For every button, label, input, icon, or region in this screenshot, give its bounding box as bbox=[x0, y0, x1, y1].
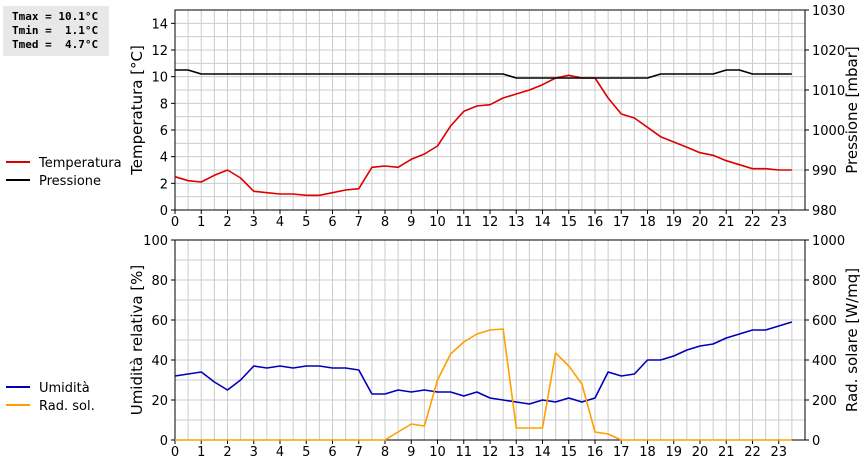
legend-humidity-radiation: Umidità Rad. sol. bbox=[6, 381, 95, 414]
x-tick-label: 3 bbox=[250, 445, 258, 460]
tmed-value: Tmed = 4.7°C bbox=[12, 38, 99, 51]
y-right-tick-label: 600 bbox=[812, 314, 837, 329]
x-tick-label: 10 bbox=[429, 215, 446, 230]
x-tick-label: 16 bbox=[587, 445, 604, 460]
y-left-tick-label: 4 bbox=[160, 151, 168, 166]
y-right-tick-label: 990 bbox=[812, 164, 837, 179]
x-tick-label: 7 bbox=[355, 215, 363, 230]
x-tick-label: 13 bbox=[508, 215, 525, 230]
y-left-axis-title: Umidità relativa [%] bbox=[128, 265, 146, 416]
x-tick-label: 6 bbox=[328, 215, 336, 230]
tmax-value: Tmax = 10.1°C bbox=[12, 10, 99, 23]
x-tick-label: 5 bbox=[302, 445, 310, 460]
x-tick-label: 5 bbox=[302, 215, 310, 230]
y-right-tick-label: 1000 bbox=[812, 234, 845, 249]
x-tick-label: 22 bbox=[744, 215, 761, 230]
x-tick-label: 3 bbox=[250, 215, 258, 230]
y-right-tick-label: 800 bbox=[812, 274, 837, 289]
series-line-temperature bbox=[174, 74, 792, 197]
tmin-value: Tmin = 1.1°C bbox=[12, 24, 99, 37]
x-tick-label: 15 bbox=[560, 445, 577, 460]
x-tick-label: 14 bbox=[534, 445, 551, 460]
x-tick-label: 20 bbox=[692, 445, 709, 460]
y-right-tick-label: 200 bbox=[812, 394, 837, 409]
y-right-tick-label: 1030 bbox=[812, 4, 845, 19]
y-right-tick-label: 400 bbox=[812, 354, 837, 369]
x-tick-label: 20 bbox=[692, 215, 709, 230]
x-tick-label: 10 bbox=[429, 445, 446, 460]
y-right-tick-label: 980 bbox=[812, 204, 837, 219]
y-left-tick-label: 80 bbox=[151, 274, 168, 289]
y-left-axis-title: Temperatura [°C] bbox=[128, 45, 146, 176]
x-tick-label: 23 bbox=[770, 445, 787, 460]
stats-box: Tmax = 10.1°C Tmin = 1.1°C Tmed = 4.7°C bbox=[3, 6, 109, 56]
x-tick-label: 16 bbox=[587, 215, 604, 230]
x-tick-label: 4 bbox=[276, 445, 284, 460]
y-left-tick-label: 2 bbox=[160, 177, 168, 192]
series-line-pressure bbox=[175, 69, 792, 79]
y-left-tick-label: 14 bbox=[151, 17, 168, 32]
legend-label-temperature: Temperatura bbox=[38, 156, 122, 171]
humidity-radiation-panel: 0 1 2 3 4 5 6 7 8 9 10 11 12 13 14 15 16 17 18 19 20 21 22 2302… bbox=[128, 234, 860, 460]
y-left-tick-label: 100 bbox=[143, 234, 168, 249]
x-tick-label: 4 bbox=[276, 215, 284, 230]
x-tick-label: 17 bbox=[613, 445, 630, 460]
x-tick-label: 12 bbox=[482, 215, 499, 230]
x-tick-label: 14 bbox=[534, 215, 551, 230]
x-tick-label: 11 bbox=[455, 215, 472, 230]
x-tick-label: 2 bbox=[223, 445, 231, 460]
series-line-radiation bbox=[175, 328, 792, 441]
x-tick-label: 8 bbox=[381, 445, 389, 460]
x-tick-label: 0 bbox=[171, 445, 179, 460]
x-tick-label: 9 bbox=[407, 445, 415, 460]
y-left-tick-label: 12 bbox=[151, 44, 168, 59]
y-right-tick-label: 1000 bbox=[812, 124, 845, 139]
x-tick-label: 11 bbox=[455, 445, 472, 460]
legend-label-radiation: Rad. sol. bbox=[39, 399, 95, 414]
legend-temperature-pressure: Temperatura Pressione bbox=[6, 156, 122, 189]
x-tick-label: 1 bbox=[197, 215, 205, 230]
y-right-tick-label: 0 bbox=[812, 434, 820, 449]
temperature-pressure-panel: 0 1 2 3 4 5 6 7 8 9 10 11 12 13 14 15 16 17 18 19 20 21 22 2302… bbox=[128, 4, 860, 230]
x-tick-label: 15 bbox=[560, 215, 577, 230]
y-left-tick-label: 0 bbox=[160, 204, 168, 219]
x-tick-label: 17 bbox=[613, 215, 630, 230]
x-tick-label: 2 bbox=[223, 215, 231, 230]
x-tick-label: 12 bbox=[482, 445, 499, 460]
x-tick-label: 19 bbox=[665, 445, 682, 460]
y-left-tick-label: 8 bbox=[160, 97, 168, 112]
x-tick-label: 22 bbox=[744, 445, 761, 460]
x-tick-label: 7 bbox=[355, 445, 363, 460]
y-right-axis-title: Pressione [mbar] bbox=[843, 46, 860, 174]
x-tick-label: 13 bbox=[508, 445, 525, 460]
x-tick-label: 18 bbox=[639, 215, 656, 230]
y-left-tick-label: 60 bbox=[151, 314, 168, 329]
x-tick-label: 19 bbox=[665, 215, 682, 230]
y-left-tick-label: 6 bbox=[160, 124, 168, 139]
y-left-tick-label: 10 bbox=[151, 71, 168, 86]
x-tick-label: 1 bbox=[197, 445, 205, 460]
x-tick-label: 9 bbox=[407, 215, 415, 230]
y-right-axis-title: Rad. solare [W/mq] bbox=[843, 268, 860, 412]
x-tick-label: 23 bbox=[770, 215, 787, 230]
legend-label-humidity: Umidità bbox=[39, 381, 90, 396]
series-line-humidity bbox=[174, 321, 793, 405]
y-right-tick-label: 1020 bbox=[812, 44, 845, 59]
x-tick-label: 21 bbox=[718, 445, 735, 460]
y-left-tick-label: 0 bbox=[160, 434, 168, 449]
x-tick-label: 18 bbox=[639, 445, 656, 460]
legend-label-pressure: Pressione bbox=[39, 174, 101, 189]
x-tick-label: 0 bbox=[171, 215, 179, 230]
y-right-tick-label: 1010 bbox=[812, 84, 845, 99]
y-left-tick-label: 20 bbox=[151, 394, 168, 409]
x-tick-label: 6 bbox=[328, 445, 336, 460]
y-left-tick-label: 40 bbox=[151, 354, 168, 369]
x-tick-label: 21 bbox=[718, 215, 735, 230]
x-tick-label: 8 bbox=[381, 215, 389, 230]
